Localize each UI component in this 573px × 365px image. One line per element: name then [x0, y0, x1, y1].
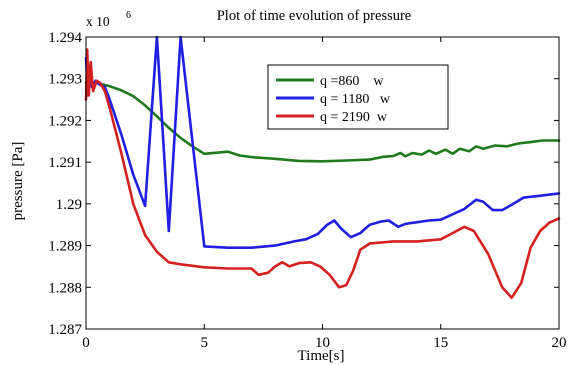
y-multiplier-base: x 10 — [86, 14, 110, 29]
x-tick-label: 5 — [201, 335, 209, 351]
y-tick-label: 1.288 — [48, 280, 82, 296]
legend-items: q =860 w q = 1180 w q = 2190 w — [276, 74, 391, 125]
x-axis-label: Time[s] — [298, 348, 345, 364]
chart-title: Plot of time evolution of pressure — [217, 8, 412, 24]
x-tick-label: 10 — [315, 335, 330, 351]
y-multiplier-exponent: 6 — [126, 10, 131, 21]
y-axis-label: pressure [Pa] — [10, 142, 26, 221]
y-tick-label: 1.29 — [56, 197, 82, 213]
legend-label-2: q = 1180 w — [320, 92, 391, 107]
x-tick-label: 20 — [552, 335, 567, 351]
x-tick-label: 15 — [433, 335, 448, 351]
plot-area-frame — [85, 36, 560, 330]
series-line-3 — [84, 48, 561, 299]
legend-label-3: q = 2190 w — [320, 110, 388, 125]
y-tick-label: 1.292 — [48, 113, 82, 129]
x-tick-label: 0 — [82, 335, 90, 351]
series-line-1 — [84, 73, 561, 163]
legend-label-1: q =860 w — [320, 74, 384, 89]
y-tick-label: 1.291 — [48, 155, 82, 171]
series-line-2 — [84, 35, 561, 249]
y-tick-label: 1.289 — [48, 239, 82, 255]
legend: q =860 w q = 1180 w q = 2190 w — [267, 64, 449, 130]
axis-ticks: 0 5 10 15 20 1.287 1.288 1.289 1.29 1.291 1.292 1.2… — [48, 30, 566, 351]
y-tick-label: 1.287 — [48, 322, 82, 338]
y-tick-label: 1.294 — [48, 30, 82, 46]
series-lines — [84, 35, 561, 299]
y-tick-label: 1.293 — [48, 72, 82, 88]
